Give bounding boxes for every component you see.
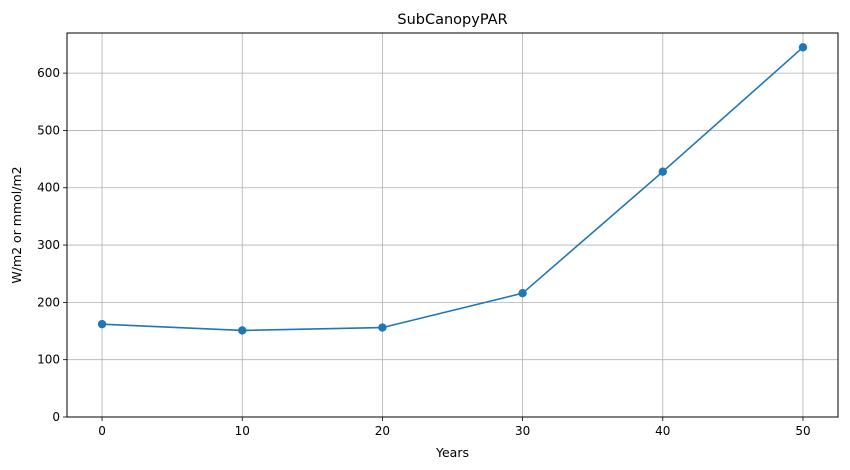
x-tick-label: 10 bbox=[235, 424, 250, 438]
y-tick-label: 200 bbox=[37, 295, 60, 309]
y-tick-label: 500 bbox=[37, 123, 60, 137]
grid bbox=[67, 33, 838, 418]
data-point bbox=[238, 326, 247, 335]
y-tick-label: 600 bbox=[37, 66, 60, 80]
data-point bbox=[658, 167, 667, 176]
y-tick-label: 300 bbox=[37, 238, 60, 252]
plot-frame bbox=[66, 32, 839, 418]
y-axis-label: W/m2 or mmol/m2 bbox=[9, 166, 24, 283]
x-tick-label: 40 bbox=[655, 424, 670, 438]
x-tick-label: 30 bbox=[515, 424, 530, 438]
y-tick-label: 0 bbox=[52, 410, 60, 424]
x-tick-label: 0 bbox=[98, 424, 106, 438]
data-point bbox=[97, 319, 107, 329]
chart-title: SubCanopyPAR bbox=[397, 12, 507, 28]
data-point bbox=[378, 323, 387, 332]
y-tick-label: 400 bbox=[37, 181, 60, 195]
x-axis-label: Years bbox=[435, 445, 469, 460]
data-point bbox=[518, 289, 527, 298]
series-line bbox=[102, 46, 804, 332]
x-tick-label: 50 bbox=[795, 424, 810, 438]
series-layer bbox=[97, 43, 808, 335]
x-tick-label: 20 bbox=[375, 424, 390, 438]
data-point bbox=[798, 43, 808, 52]
y-tick-label: 100 bbox=[37, 353, 60, 367]
